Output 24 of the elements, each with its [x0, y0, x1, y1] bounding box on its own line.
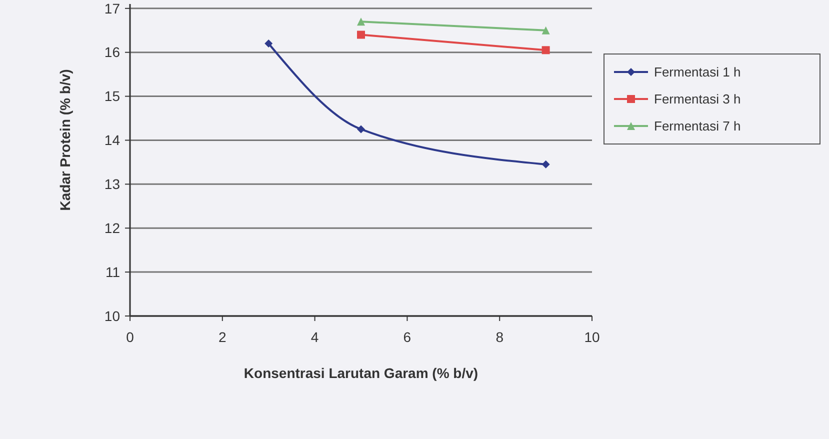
y-tick-label: 14	[104, 132, 120, 148]
point	[264, 40, 273, 48]
x-tick-label: 6	[403, 329, 412, 345]
y-tick-label: 10	[104, 308, 120, 324]
y-tick-label: 13	[104, 176, 120, 192]
y-tick-label: 12	[104, 220, 120, 236]
y-tick-label: 15	[104, 88, 120, 104]
legend-label: Fermentasi 7 h	[654, 118, 741, 134]
legend-label: Fermentasi 3 h	[654, 92, 741, 107]
point	[357, 125, 365, 134]
y-axis-title: Kadar Protein (% b/v)	[57, 69, 73, 211]
x-axis-title: Konsentrasi Larutan Garam (% b/v)	[244, 365, 478, 381]
x-tick-label: 2	[218, 329, 226, 345]
x-tick-label: 4	[310, 329, 319, 345]
x-tick-label: 8	[496, 329, 504, 345]
y-tick-label: 11	[105, 264, 120, 280]
y-tick-label: 16	[104, 44, 120, 60]
point	[357, 30, 365, 39]
x-tick-label: 0	[126, 329, 134, 345]
point	[542, 46, 550, 54]
y-tick-label: 17	[104, 0, 120, 16]
point	[542, 160, 550, 168]
x-tick-label: 10	[584, 329, 600, 345]
legend-label: Fermentasi 1 h	[654, 64, 741, 80]
